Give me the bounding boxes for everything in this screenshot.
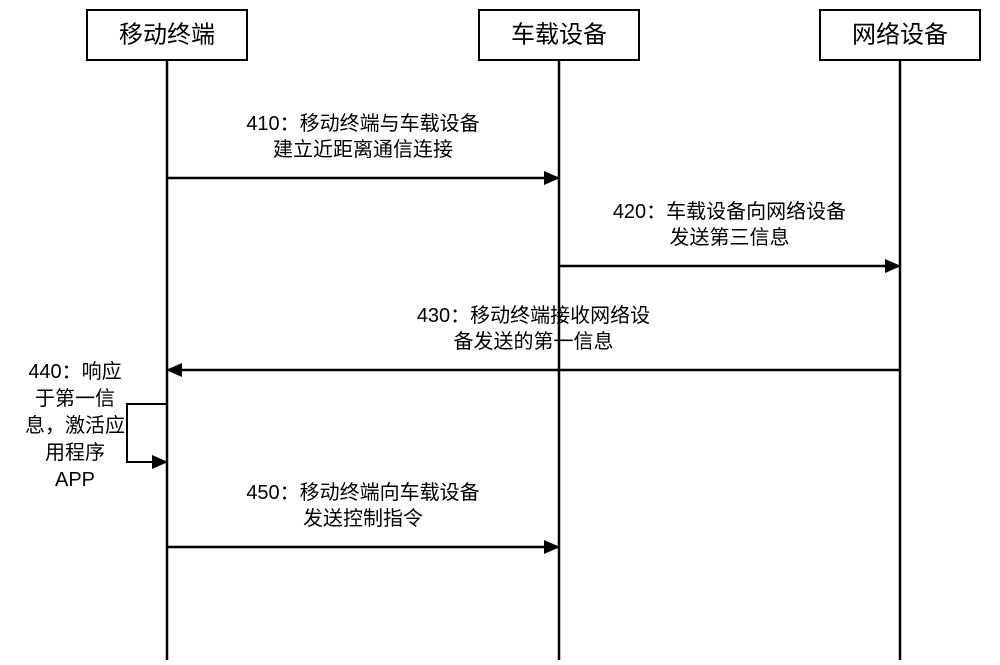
message-label-430-line0: 430：移动终端接收网络设	[417, 304, 650, 327]
self-message-note-440-line2: 息，激活应	[25, 414, 125, 437]
participant-label-vehicle: 车载设备	[511, 21, 607, 48]
self-message-note-440-line3: 用程序	[45, 441, 105, 464]
message-label-450-line1: 发送控制指令	[303, 507, 423, 530]
message-label-430-line1: 备发送的第一信息	[454, 330, 614, 353]
message-label-420-line0: 420：车载设备向网络设备	[613, 200, 846, 223]
self-message-note-440-line0: 440：响应	[28, 360, 121, 383]
self-message-loop-440	[127, 404, 167, 462]
sequence-diagram: 移动终端 车载设备 网络设备 410：移动终端与车载设备建立近距离通信连接 420：车…	[0, 0, 1000, 665]
message-label-410-line1: 建立近距离通信连接	[273, 138, 453, 161]
participant-label-network: 网络设备	[852, 21, 948, 48]
message-label-410-line0: 410：移动终端与车载设备	[246, 112, 479, 135]
participant-label-mobile: 移动终端	[119, 21, 215, 48]
message-label-420-line1: 发送第三信息	[670, 226, 790, 249]
self-message-note-440-line4: APP	[55, 469, 95, 491]
self-message-note-440-line1: 于第一信	[35, 387, 115, 410]
message-label-450-line0: 450：移动终端向车载设备	[246, 481, 479, 504]
